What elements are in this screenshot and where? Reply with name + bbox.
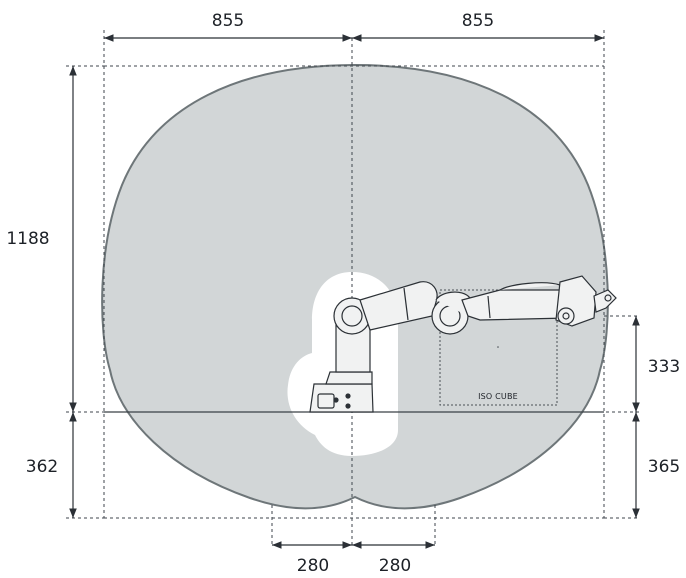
dimension-right-upper: 333 xyxy=(648,357,680,377)
iso-cube-center xyxy=(497,346,499,348)
dimension-top-left: 855 xyxy=(212,11,244,31)
dimension-left-upper: 1188 xyxy=(6,229,49,249)
dimension-lines xyxy=(69,34,640,549)
robot-arm xyxy=(309,275,617,413)
dimension-bottom-left: 280 xyxy=(297,556,329,576)
dimension-bottom-right: 280 xyxy=(379,556,411,576)
reference-lines xyxy=(66,30,640,545)
dimension-right-lower: 365 xyxy=(648,457,680,477)
dimension-top-right: 855 xyxy=(462,11,494,31)
iso-cube-label: ISO CUBE xyxy=(478,392,518,401)
dimension-left-lower: 362 xyxy=(26,457,58,477)
